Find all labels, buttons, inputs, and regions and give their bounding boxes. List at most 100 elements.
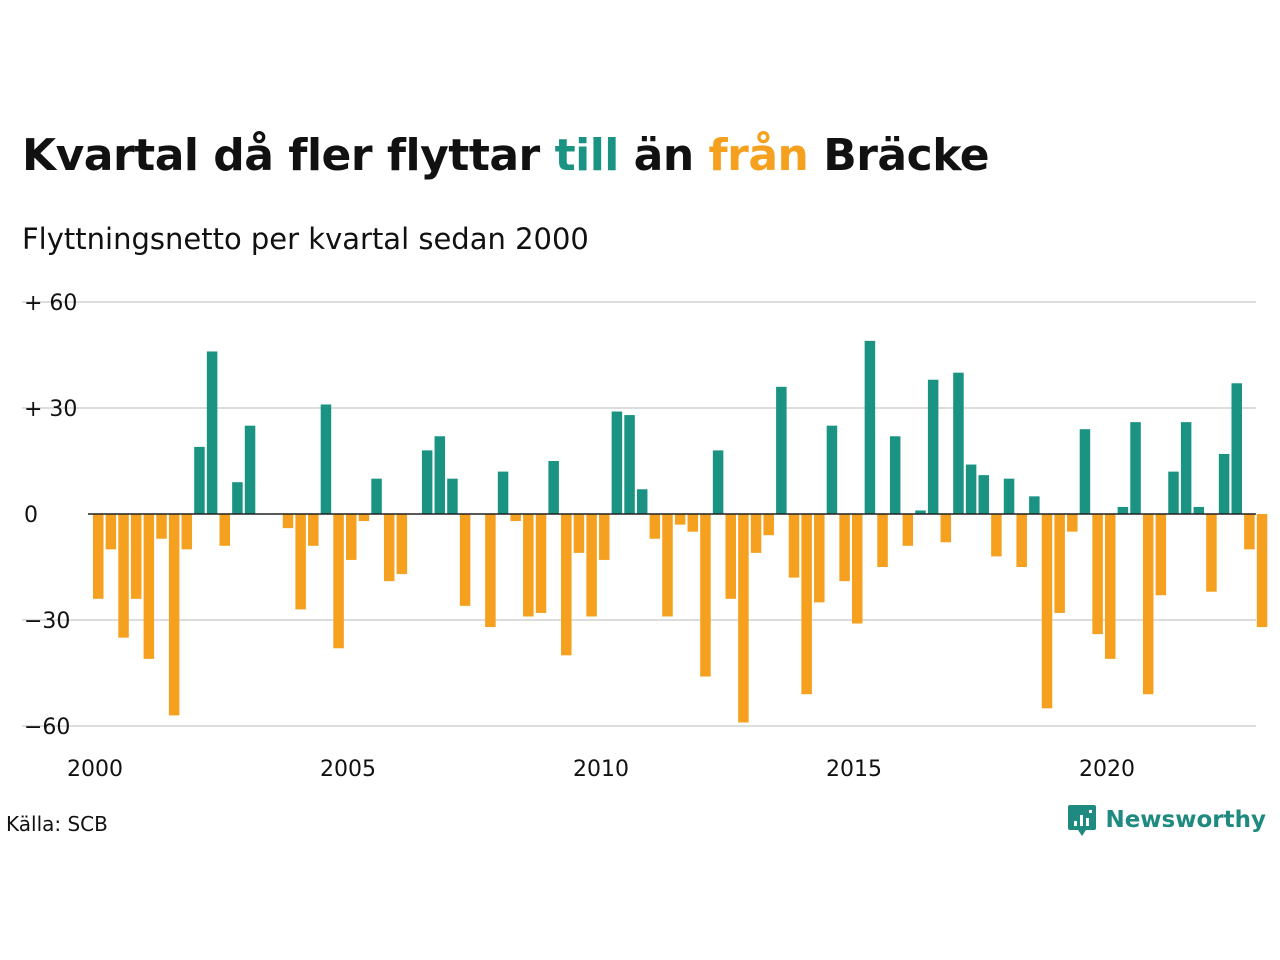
bar-2008-q2	[510, 514, 521, 522]
bar-2018-q4	[1041, 514, 1053, 709]
bar-2020-q1	[1105, 514, 1116, 659]
bar-2000-q1	[93, 514, 104, 599]
x-tick-label: 2020	[1079, 757, 1135, 782]
bar-2021-q4	[1193, 506, 1205, 514]
bar-2001-q2	[156, 514, 167, 539]
bar-2010-q1	[599, 514, 610, 560]
bar-2009-q2	[561, 514, 572, 656]
bar-2011-q4	[687, 514, 699, 532]
x-tick-label: 2005	[320, 757, 376, 782]
bar-2020-q4	[1142, 514, 1154, 695]
bar-2019-q2	[1067, 514, 1078, 532]
bar-2003-q1	[244, 425, 256, 514]
bar-2013-q2	[763, 514, 774, 536]
bar-2012-q4	[738, 514, 749, 723]
bar-2015-q3	[877, 514, 888, 567]
bar-2019-q4	[1092, 514, 1103, 635]
bar-2014-q2	[814, 514, 825, 603]
bar-2016-q1	[902, 514, 914, 546]
bar-2013-q4	[788, 514, 800, 578]
bar-2005-q1	[346, 514, 357, 560]
bar-2001-q1	[143, 514, 155, 659]
bar-2009-q4	[586, 514, 597, 617]
bar-2023-q1	[1256, 514, 1268, 628]
bar-2006-q4	[434, 436, 446, 514]
bar-2006-q3	[421, 450, 433, 514]
bar-2003-q4	[282, 514, 294, 529]
bar-2017-q4	[991, 514, 1002, 557]
bar-2009-q1	[548, 461, 559, 514]
y-tick-label: −60	[24, 715, 70, 740]
bar-2021-q1	[1155, 514, 1167, 596]
bar-2010-q4	[636, 489, 648, 514]
bar-2002-q4	[232, 482, 243, 514]
bar-2020-q2	[1117, 506, 1129, 514]
bar-2007-q1	[447, 478, 458, 514]
y-tick-label: −30	[24, 609, 70, 634]
bar-2013-q1	[750, 514, 762, 553]
brand-name: Newsworthy	[1105, 807, 1266, 833]
bar-2013-q3	[776, 386, 787, 514]
bar-2022-q4	[1244, 514, 1255, 550]
chart-title: Kvartal då fler flyttar till än från Brä…	[22, 130, 990, 181]
x-tick-label: 2000	[67, 757, 123, 782]
bar-2005-q3	[371, 478, 382, 514]
bar-2010-q2	[611, 411, 623, 514]
title-part-3: Bräcke	[808, 130, 990, 181]
x-tick-label: 2015	[826, 757, 882, 782]
source-note: Källa: SCB	[6, 812, 108, 836]
bar-2002-q1	[194, 446, 205, 514]
bar-2000-q4	[130, 514, 142, 599]
bar-2005-q2	[358, 514, 370, 522]
bar-2019-q1	[1054, 514, 1065, 613]
bar-2000-q3	[118, 514, 129, 638]
bar-2014-q3	[826, 425, 838, 514]
bar-2017-q3	[978, 475, 989, 514]
bar-2015-q1	[852, 514, 863, 624]
bar-2018-q1	[1003, 478, 1015, 514]
bar-2017-q2	[965, 464, 977, 514]
bar-2021-q2	[1168, 471, 1179, 514]
bar-2004-q2	[308, 514, 319, 546]
bar-2020-q3	[1130, 422, 1141, 514]
brand-logo: Newsworthy	[1067, 803, 1266, 837]
bar-2022-q2	[1218, 453, 1230, 514]
bar-2000-q2	[105, 514, 117, 550]
bar-chart: + 60 + 30 0 −30 −60 2000 2005 2010 2015 2020	[22, 291, 1268, 782]
title-part-1: Kvartal då fler flyttar	[22, 130, 555, 181]
title-till: till	[554, 130, 620, 181]
bar-2016-q2	[915, 510, 926, 514]
bar-2018-q2	[1016, 514, 1027, 567]
title-part-2: än	[618, 130, 709, 181]
bar-2016-q4	[940, 514, 952, 543]
bar-2017-q1	[953, 372, 964, 514]
bar-2004-q1	[295, 514, 306, 610]
bar-2012-q3	[725, 514, 736, 599]
y-tick-label: + 30	[24, 397, 77, 422]
bar-2008-q4	[535, 514, 547, 613]
bar-2008-q1	[497, 471, 509, 514]
bar-2002-q3	[219, 514, 230, 546]
bar-2009-q3	[573, 514, 585, 553]
y-tick-label: 0	[24, 503, 38, 528]
bar-2012-q1	[700, 514, 711, 677]
bar-2007-q4	[485, 514, 496, 628]
bar-2015-q4	[889, 436, 901, 514]
bar-2005-q4	[383, 514, 395, 582]
bar-2011-q2	[662, 514, 673, 617]
bar-2001-q4	[181, 514, 193, 550]
bar-2014-q4	[839, 514, 850, 582]
title-fran: från	[708, 130, 809, 181]
bar-2022-q3	[1231, 383, 1242, 514]
bar-2022-q1	[1206, 514, 1217, 592]
bar-2002-q2	[206, 351, 218, 514]
bar-2018-q3	[1029, 496, 1040, 514]
bar-2019-q3	[1079, 429, 1091, 514]
bar-2001-q3	[168, 514, 180, 716]
bar-2008-q3	[523, 514, 534, 617]
bar-2006-q1	[396, 514, 408, 575]
bar-2011-q3	[674, 514, 686, 525]
bar-2016-q3	[927, 379, 939, 514]
bar-2004-q4	[333, 514, 344, 649]
bar-2012-q2	[712, 450, 724, 514]
